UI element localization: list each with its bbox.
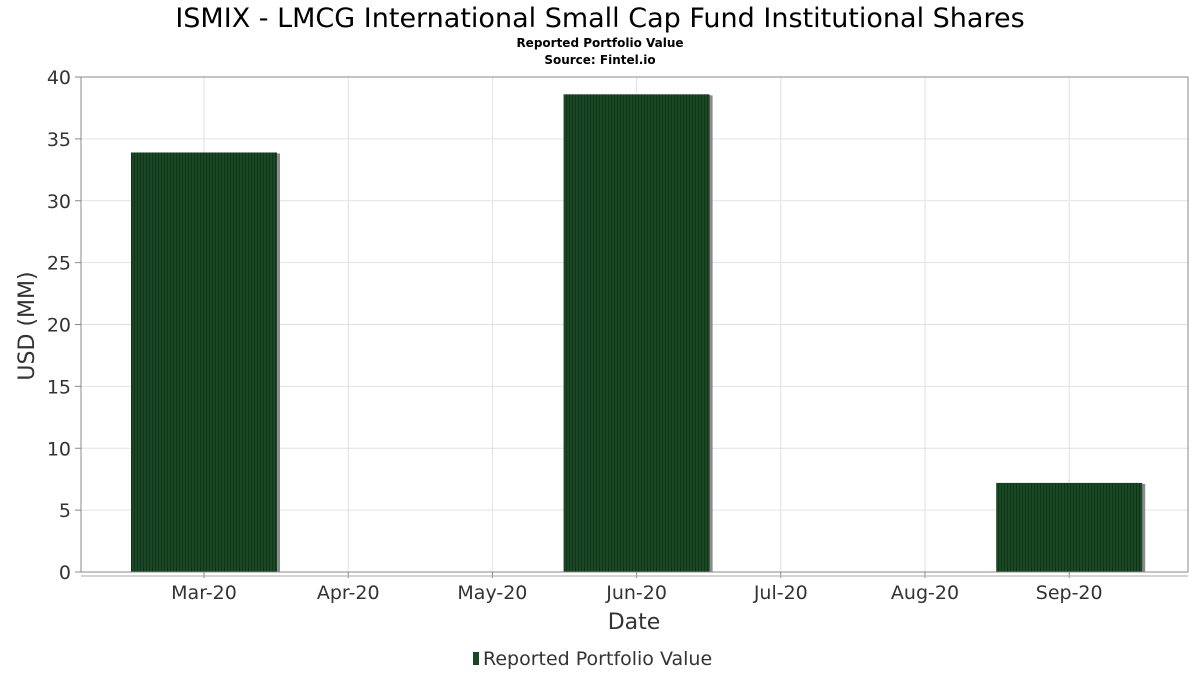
chart-title: ISMIX - LMCG International Small Cap Fun…	[175, 3, 1024, 34]
y-tick-label: 15	[47, 376, 71, 398]
y-tick-label: 30	[47, 191, 71, 213]
legend: Reported Portfolio Value	[473, 648, 712, 670]
x-tick-label: Mar-20	[171, 582, 237, 604]
y-axis-ticks: 0 5 10 15 20 25 30 35 40	[47, 67, 81, 584]
x-tick-label: May-20	[457, 582, 527, 604]
bar	[996, 482, 1143, 572]
y-tick-label: 0	[59, 562, 71, 584]
bars	[131, 94, 1146, 573]
x-tick-label: Jul-20	[753, 582, 808, 604]
y-axis-label: USD (MM)	[15, 271, 40, 380]
x-tick-label: Aug-20	[891, 582, 959, 604]
legend-label: Reported Portfolio Value	[483, 648, 712, 670]
y-tick-label: 35	[47, 129, 71, 151]
y-tick-label: 25	[47, 253, 71, 275]
x-tick-label: Jun-20	[605, 582, 667, 604]
y-tick-label: 20	[47, 315, 71, 337]
x-tick-label: Sep-20	[1036, 582, 1103, 604]
bar	[563, 94, 710, 572]
x-axis-ticks: Mar-20 Apr-20 May-20 Jun-20 Jul-20 Aug-20 Sep-…	[81, 572, 1188, 604]
y-tick-label: 5	[59, 500, 71, 522]
chart-source: Source: Fintel.io	[544, 53, 655, 67]
bar	[131, 152, 277, 573]
chart-subtitle: Reported Portfolio Value	[516, 36, 683, 50]
x-tick-label: Apr-20	[317, 582, 380, 604]
y-tick-label: 40	[47, 67, 71, 89]
y-tick-label: 10	[47, 438, 71, 460]
x-axis-label: Date	[608, 610, 661, 635]
legend-swatch	[473, 652, 479, 665]
